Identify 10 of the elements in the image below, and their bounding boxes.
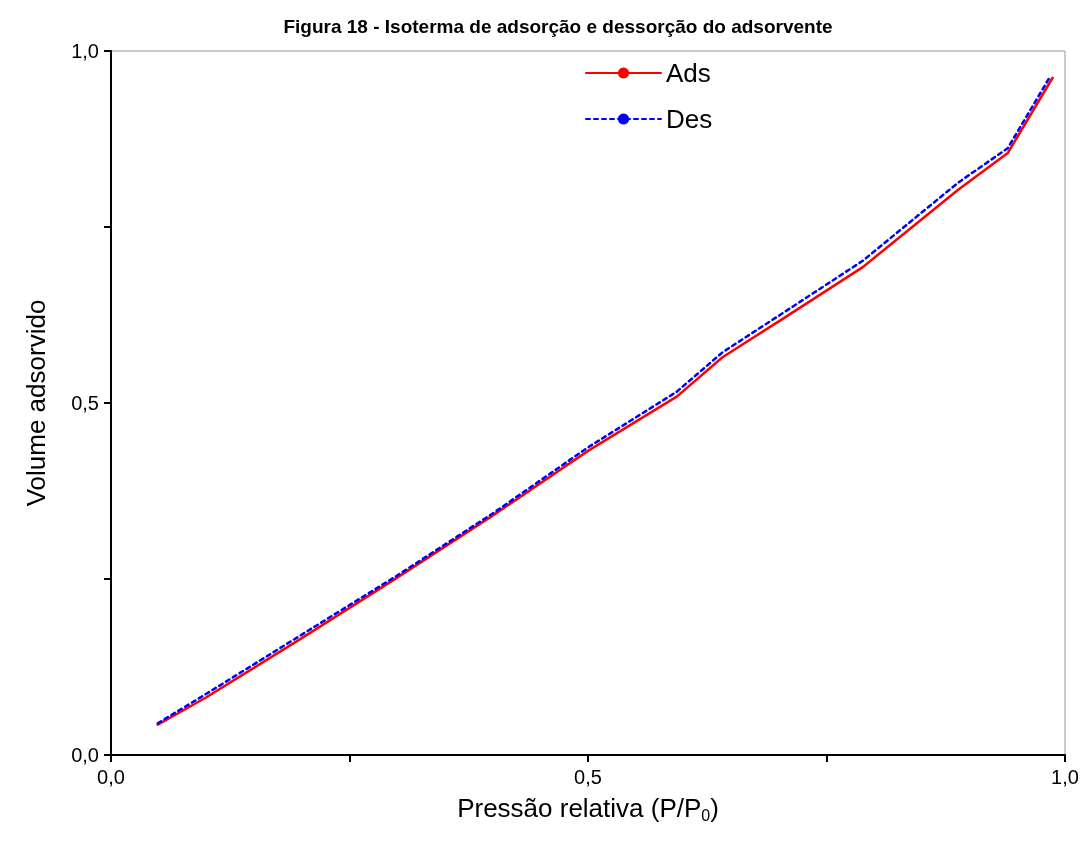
x-tick-label: 0,0 <box>97 766 125 788</box>
chart-title: Figura 18 - Isoterma de adsorção e dessorção do adsorvente <box>283 16 833 37</box>
y-tick-label: 0,0 <box>71 744 99 766</box>
y-axis-title: Volume adsorvido <box>21 299 51 507</box>
y-tick-label: 1,0 <box>71 40 99 62</box>
x-tick-label: 1,0 <box>1051 766 1079 788</box>
x-tick-label: 0,5 <box>574 766 602 788</box>
y-tick-label: 0,5 <box>71 392 99 414</box>
legend-label: Ads <box>666 58 711 88</box>
legend-label: Des <box>666 104 713 134</box>
